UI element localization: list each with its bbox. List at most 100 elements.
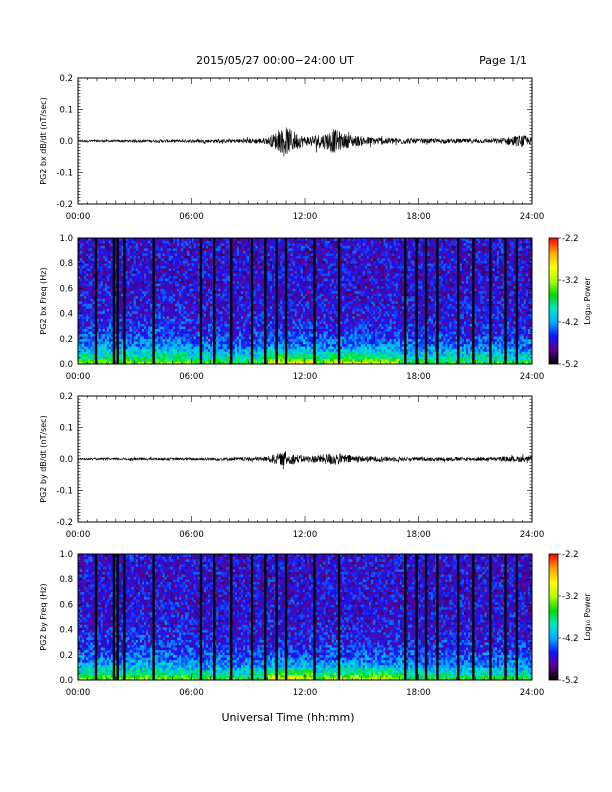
spectrogram-cell bbox=[135, 356, 139, 360]
spectrogram-cell bbox=[191, 351, 194, 355]
spectrogram-cell bbox=[158, 308, 161, 312]
spectrogram-cell bbox=[191, 361, 194, 365]
spectrogram-cell bbox=[193, 240, 196, 244]
spectrogram-cell bbox=[162, 268, 165, 272]
spectrogram-cell bbox=[234, 283, 238, 287]
spectrogram-cell bbox=[195, 285, 198, 289]
spectrogram-cell bbox=[129, 260, 132, 264]
spectrogram-cell bbox=[96, 328, 99, 332]
spectrogram-cell bbox=[189, 351, 192, 355]
spectrogram-cell bbox=[269, 268, 273, 272]
spectrogram-cell bbox=[249, 245, 252, 249]
spectrogram-cell bbox=[121, 336, 124, 340]
spectrogram-cell bbox=[174, 348, 178, 352]
spectrogram-cell bbox=[253, 323, 256, 327]
spectrogram-cell bbox=[125, 290, 128, 294]
spectrogram-cell bbox=[139, 316, 143, 319]
spectrogram-cell bbox=[267, 316, 271, 319]
spectrogram-cell bbox=[78, 295, 81, 299]
spectrogram-cell bbox=[111, 258, 114, 261]
spectrogram-cell bbox=[179, 353, 182, 357]
spectrogram-cell bbox=[168, 283, 172, 287]
spectrogram-cell bbox=[135, 255, 139, 259]
spectrogram-cell bbox=[148, 361, 151, 365]
spectrogram-cell bbox=[158, 295, 161, 299]
spectrogram-cell bbox=[179, 265, 182, 269]
spectrogram-cell bbox=[164, 356, 168, 360]
spectrogram-cell bbox=[201, 245, 205, 249]
spectrogram-cell bbox=[78, 288, 81, 292]
spectrogram-cell bbox=[179, 283, 182, 287]
spectrogram-cell bbox=[80, 245, 83, 249]
spectrogram-cell bbox=[119, 338, 122, 342]
spectrogram-cell bbox=[261, 280, 265, 284]
spectrogram-cell bbox=[137, 328, 141, 332]
spectrogram-cell bbox=[265, 270, 269, 274]
spectrogram-cell bbox=[224, 288, 227, 292]
spectrogram-cell bbox=[96, 270, 99, 274]
spectrogram-cell bbox=[183, 323, 186, 327]
spectrogram-cell bbox=[216, 313, 219, 317]
spectrogram-cell bbox=[82, 323, 85, 327]
spectrogram-cell bbox=[160, 313, 163, 317]
spectrogram-cell bbox=[269, 341, 273, 345]
spectrogram-cell bbox=[197, 316, 201, 319]
spectrogram-cell bbox=[179, 361, 182, 365]
spectrogram-cell bbox=[236, 303, 240, 307]
spectrogram-cell bbox=[236, 290, 240, 294]
spectrogram-cell bbox=[92, 293, 95, 297]
spectrogram-cell bbox=[121, 346, 124, 350]
spectrogram-cell bbox=[226, 255, 229, 259]
spectrogram-cell bbox=[170, 278, 174, 282]
spectrogram-cell bbox=[121, 293, 124, 297]
spectrogram-cell bbox=[220, 338, 223, 342]
spectrogram-cell bbox=[245, 358, 248, 362]
spectrogram-cell bbox=[144, 263, 147, 267]
spectrogram-cell bbox=[236, 238, 240, 241]
spectrogram-cell bbox=[158, 343, 161, 347]
spectrogram-cell bbox=[100, 313, 104, 317]
spectrogram-cell bbox=[80, 318, 83, 322]
spectrogram-cell bbox=[88, 255, 91, 259]
spectrogram-cell bbox=[139, 263, 143, 267]
spectrogram-cell bbox=[148, 343, 151, 347]
spectrogram-cell bbox=[195, 273, 198, 277]
spectrogram-cell bbox=[261, 311, 265, 314]
spectrogram-cell bbox=[224, 248, 227, 251]
spectrogram-cell bbox=[82, 278, 85, 282]
spectrogram-cell bbox=[162, 288, 165, 292]
spectrogram-cell bbox=[265, 303, 269, 307]
spectrogram-cell bbox=[154, 253, 157, 256]
spectrogram-cell bbox=[197, 348, 201, 352]
spectrogram-cell bbox=[187, 248, 190, 251]
spectrogram-cell bbox=[236, 250, 240, 254]
spectrogram-cell bbox=[267, 285, 271, 289]
spectrogram-cell bbox=[224, 351, 227, 355]
spectrogram-cell bbox=[222, 290, 225, 294]
spectrogram-cell bbox=[135, 346, 139, 350]
spectrogram-cell bbox=[137, 306, 141, 309]
spectrogram-cell bbox=[80, 328, 83, 332]
spectrogram-cell bbox=[90, 323, 93, 327]
spectrogram-cell bbox=[255, 313, 258, 317]
spectrogram-cell bbox=[218, 283, 221, 287]
spectrogram-cell bbox=[133, 268, 137, 272]
spectrogram-cell bbox=[245, 336, 248, 340]
spectrogram-cell bbox=[133, 346, 137, 350]
spectrogram-cell bbox=[133, 328, 137, 332]
spectrogram-cell bbox=[216, 270, 219, 274]
spectrogram-cell bbox=[267, 255, 271, 259]
spectrogram-cell bbox=[193, 268, 196, 272]
spectrogram-cell bbox=[261, 328, 265, 332]
spectrogram-cell bbox=[119, 348, 122, 352]
spectrogram-cell bbox=[224, 250, 227, 254]
spectrogram-cell bbox=[82, 270, 85, 274]
spectrogram-cell bbox=[166, 353, 170, 357]
spectrogram-cell bbox=[179, 250, 182, 254]
spectrogram-cell bbox=[271, 238, 275, 241]
spectrogram-cell bbox=[274, 351, 277, 355]
spectrogram-cell bbox=[224, 358, 227, 362]
spectrogram-cell bbox=[195, 303, 198, 307]
spectrogram-cell bbox=[255, 311, 258, 314]
